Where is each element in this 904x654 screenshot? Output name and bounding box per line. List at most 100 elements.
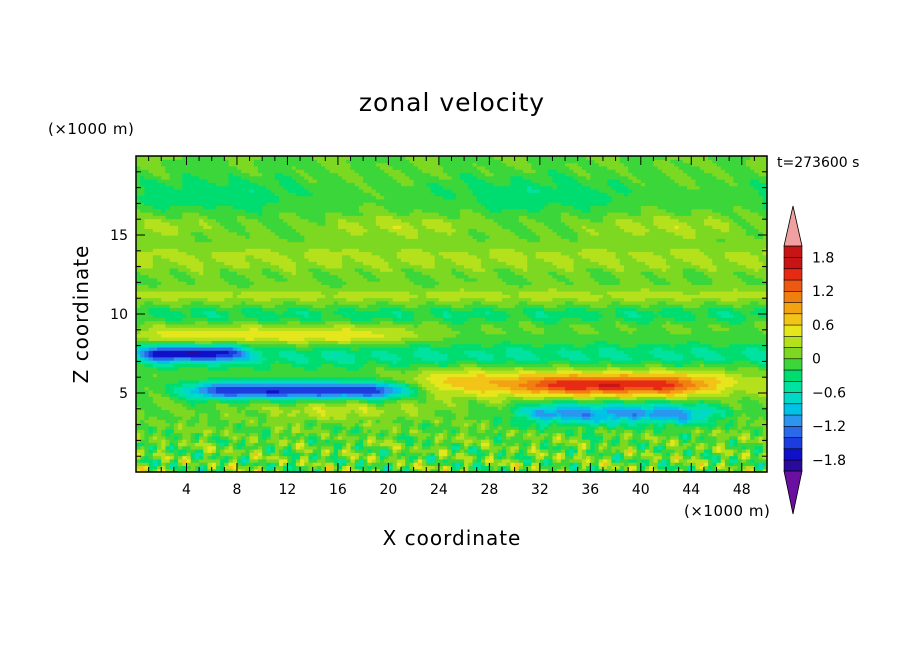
heatmap-cell (405, 340, 503, 345)
heatmap-cell (287, 412, 297, 417)
heatmap-cell (724, 425, 730, 430)
heatmap-cell (333, 416, 347, 420)
heatmap-cell (674, 211, 692, 216)
heatmap-cell (762, 330, 768, 335)
heatmap-cell (148, 462, 154, 467)
heatmap-cell (304, 238, 478, 243)
heatmap-cell (485, 369, 520, 374)
heatmap-cell (716, 383, 734, 388)
heatmap-cell (762, 202, 768, 206)
heatmap-cell (649, 445, 655, 450)
heatmap-cell (312, 442, 335, 447)
heatmap-cell (758, 363, 768, 368)
heatmap-cell (447, 310, 486, 315)
heatmap-cell (653, 425, 667, 430)
heatmap-cell (417, 435, 427, 440)
heatmap-cell (560, 439, 570, 443)
heatmap-cell (257, 353, 263, 358)
heatmap-cell (514, 442, 520, 447)
heatmap-cell (178, 419, 188, 424)
heatmap-cell (186, 452, 192, 457)
heatmap-cell (426, 389, 432, 394)
heatmap-cell (236, 442, 246, 447)
heatmap-cell (287, 188, 310, 193)
heatmap-cell (489, 208, 503, 213)
heatmap-cell (649, 448, 655, 453)
heatmap-cell (422, 218, 444, 223)
heatmap-cell (497, 221, 524, 226)
heatmap-cell (262, 429, 272, 434)
heatmap-cell (228, 412, 246, 417)
heatmap-cell (577, 468, 587, 473)
heatmap-cell (724, 422, 734, 427)
heatmap-cell (253, 468, 259, 473)
heatmap-cell (157, 402, 183, 407)
heatmap-cell (152, 396, 171, 401)
heatmap-cell (207, 435, 213, 440)
heatmap-cell (674, 225, 680, 230)
heatmap-cell (384, 389, 394, 394)
heatmap-cell (565, 389, 591, 394)
heatmap-cell (485, 205, 545, 210)
heatmap-cell (426, 435, 436, 440)
heatmap-cell (274, 425, 284, 430)
heatmap-cell (392, 425, 398, 430)
colorbar-tick-label: 0 (812, 352, 821, 368)
heatmap-cell (434, 393, 478, 397)
heatmap-cell (392, 267, 402, 272)
heatmap-cell (695, 314, 709, 318)
heatmap-cell (527, 254, 537, 259)
heatmap-cell (653, 452, 663, 457)
heatmap-cell (565, 465, 570, 470)
heatmap-cell (535, 452, 541, 457)
heatmap-cell (514, 465, 520, 470)
heatmap-cell (712, 409, 726, 414)
heatmap-cell (750, 396, 768, 401)
heatmap-cell (527, 445, 533, 450)
heatmap-cell (468, 465, 474, 470)
heatmap-cell (670, 343, 676, 348)
heatmap-cell (510, 389, 533, 394)
heatmap-cell (762, 442, 768, 447)
heatmap-cell (144, 416, 150, 420)
heatmap-cell (510, 445, 520, 450)
heatmap-cell (375, 215, 394, 220)
heatmap-cell (531, 281, 566, 285)
heatmap-cell (577, 432, 583, 437)
heatmap-cell (434, 261, 457, 266)
heatmap-cell (762, 455, 768, 460)
heatmap-cell (691, 416, 705, 420)
heatmap-cell (148, 422, 171, 427)
heatmap-cell (409, 386, 419, 391)
heatmap-cell (569, 435, 583, 440)
heatmap-cell (480, 343, 495, 348)
heatmap-cell (539, 416, 554, 420)
heatmap-cell (165, 439, 171, 443)
heatmap-cell (215, 425, 225, 430)
heatmap-cell (350, 162, 377, 167)
heatmap-cell (514, 165, 533, 170)
heatmap-cell (405, 369, 423, 374)
heatmap-cell (434, 432, 440, 437)
heatmap-cell (165, 462, 171, 467)
heatmap-cell (703, 360, 734, 364)
heatmap-cell (413, 314, 436, 318)
heatmap-cell (682, 258, 713, 262)
heatmap-cell (220, 267, 230, 272)
heatmap-cell (455, 455, 474, 460)
heatmap-cell (544, 409, 558, 414)
heatmap-cell (211, 465, 217, 470)
heatmap-cell (745, 346, 760, 351)
heatmap-cell (266, 468, 272, 473)
heatmap-cell (236, 340, 289, 345)
heatmap-cell (182, 211, 200, 216)
heatmap-cell (148, 350, 154, 355)
heatmap-cell (518, 445, 528, 450)
heatmap-cell (518, 218, 537, 223)
heatmap-cell (506, 310, 524, 315)
heatmap-cell (510, 386, 528, 391)
heatmap-cell (590, 439, 600, 443)
heatmap-cell (207, 179, 230, 183)
heatmap-cell (476, 162, 507, 167)
heatmap-cell (691, 432, 701, 437)
